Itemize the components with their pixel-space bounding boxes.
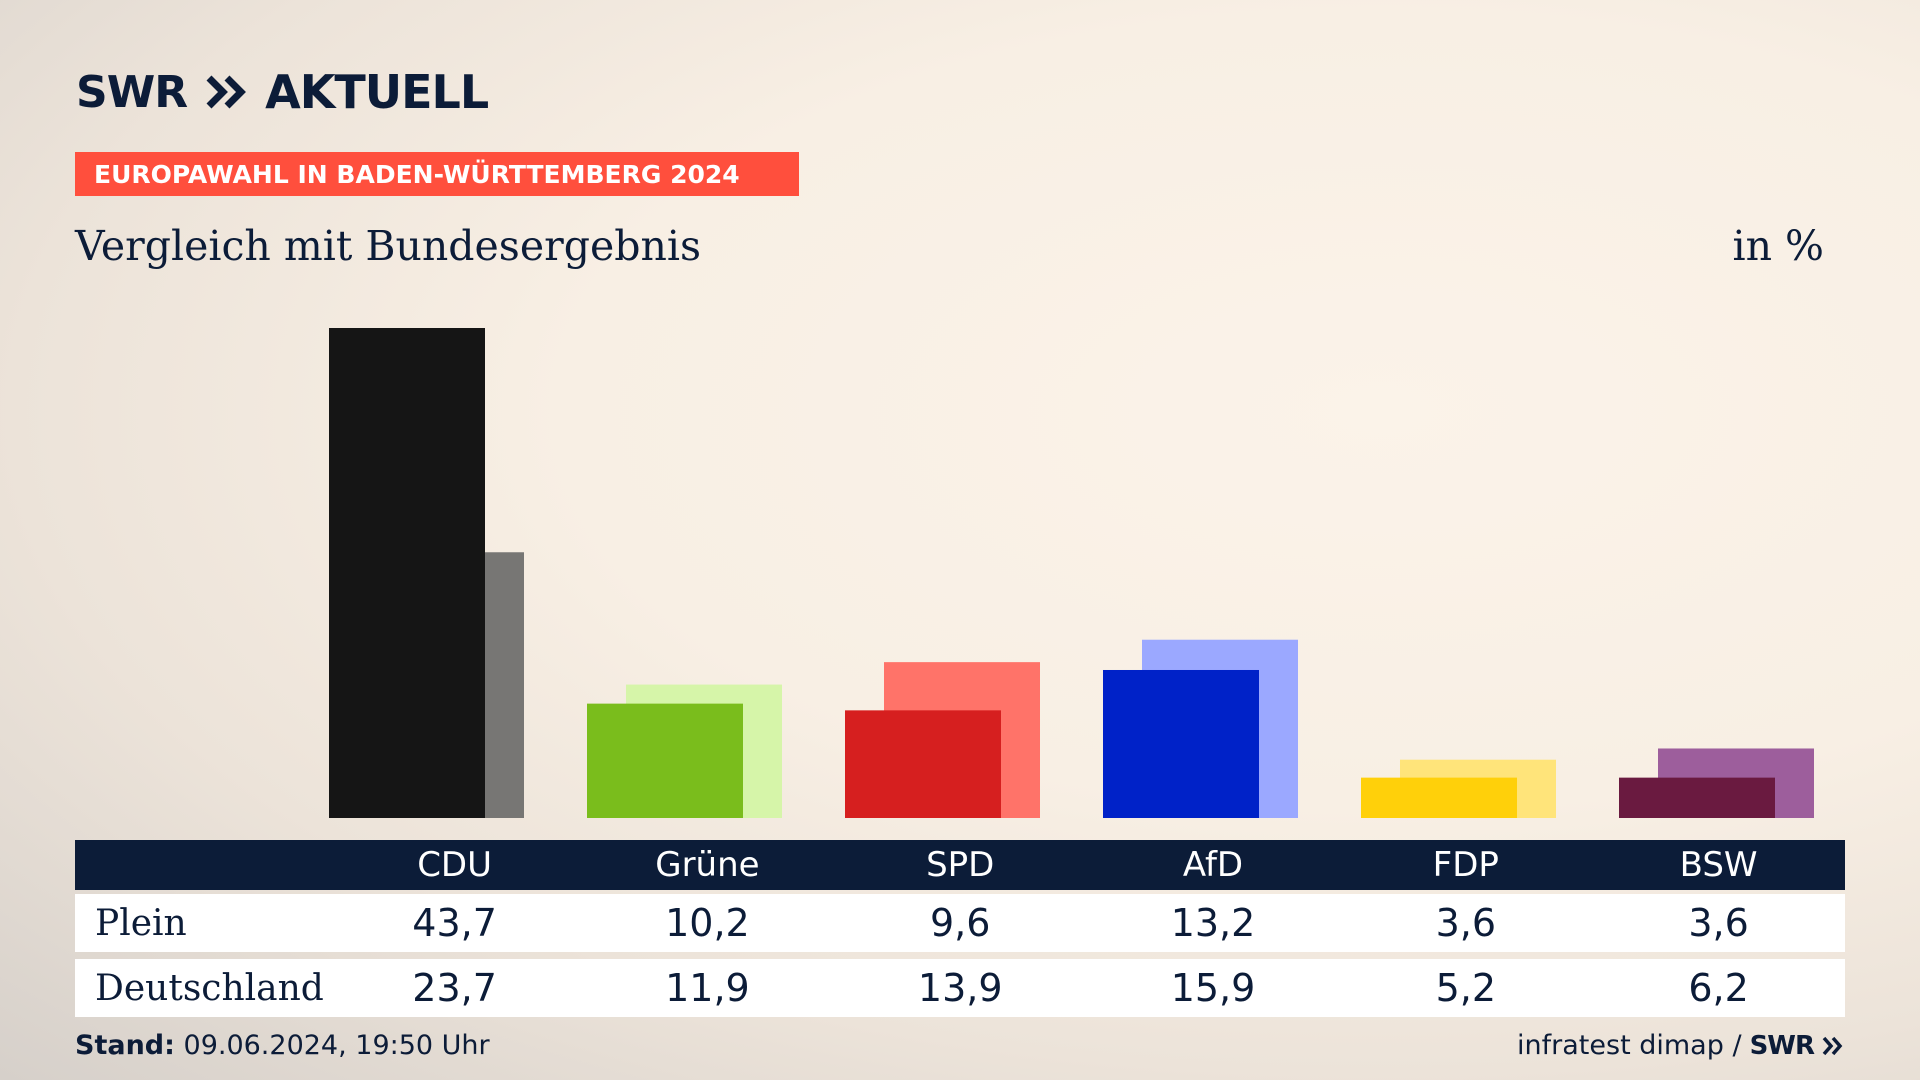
value-plein-spd: 9,6: [929, 901, 991, 945]
value-de-cdu: 23,7: [412, 966, 497, 1010]
source-brand: SWR: [1749, 1030, 1815, 1061]
logo-aktuell-text: AKTUELL: [265, 65, 489, 119]
value-plein-bsw: 3,6: [1688, 901, 1749, 945]
row-label-plein: Plein: [95, 902, 187, 944]
party-header-bsw: BSW: [1679, 845, 1758, 885]
party-header-spd: SPD: [926, 845, 995, 885]
value-plein-cdu: 43,7: [412, 901, 497, 945]
party-header-fdp: FDP: [1432, 845, 1499, 885]
results-table: CDU Grüne SPD AfD FDP BSW Plein 43,7 10,…: [75, 840, 1845, 1017]
bar-plein-fdp: [1361, 777, 1517, 818]
stand-value: 09.06.2024, 19:50 Uhr: [183, 1030, 490, 1061]
election-banner: EUROPAWAHL IN BADEN-WÜRTTEMBERG 2024: [75, 152, 799, 196]
swr-aktuell-logo: SWR AKTUELL: [76, 64, 489, 120]
bar-plein-cdu: [329, 328, 485, 818]
double-chevron-icon: [206, 75, 247, 109]
value-de-bsw: 6,2: [1688, 966, 1749, 1010]
row-label-deutschland: Deutschland: [95, 967, 324, 1009]
unit-label: in %: [1732, 222, 1824, 270]
value-de-spd: 13,9: [917, 966, 1003, 1010]
party-header-cdu: CDU: [417, 845, 492, 885]
value-plein-afd: 13,2: [1170, 901, 1256, 945]
party-header-afd: AfD: [1182, 845, 1244, 885]
bar-plein-gruene: [587, 703, 743, 818]
value-de-afd: 15,9: [1170, 966, 1256, 1010]
value-de-gruene: 11,9: [665, 966, 750, 1010]
timestamp: Stand: 09.06.2024, 19:50 Uhr: [75, 1030, 490, 1061]
party-header-gruene: Grüne: [655, 845, 760, 885]
value-plein-fdp: 3,6: [1435, 901, 1496, 945]
bar-plein-spd: [845, 710, 1001, 818]
bar-plein-bsw: [1619, 777, 1775, 818]
bar-plein-afd: [1103, 669, 1259, 818]
source-text: infratest dimap /: [1517, 1030, 1742, 1061]
double-chevron-small-icon: [1822, 1036, 1843, 1055]
bar-chart: [329, 328, 1814, 818]
table-row-plein: Plein 43,7 10,2 9,6 13,2 3,6 3,6: [75, 894, 1845, 952]
logo-swr-text: SWR: [76, 66, 188, 118]
table-header-row: CDU Grüne SPD AfD FDP BSW: [75, 840, 1845, 890]
value-de-fdp: 5,2: [1435, 966, 1496, 1010]
value-plein-gruene: 10,2: [665, 901, 750, 945]
chart-subtitle: Vergleich mit Bundesergebnis: [75, 222, 702, 270]
table-row-deutschland: Deutschland 23,7 11,9 13,9 15,9 5,2 6,2: [75, 959, 1845, 1017]
stand-label: Stand:: [75, 1030, 175, 1061]
source-credit: infratest dimap / SWR: [1517, 1030, 1844, 1061]
